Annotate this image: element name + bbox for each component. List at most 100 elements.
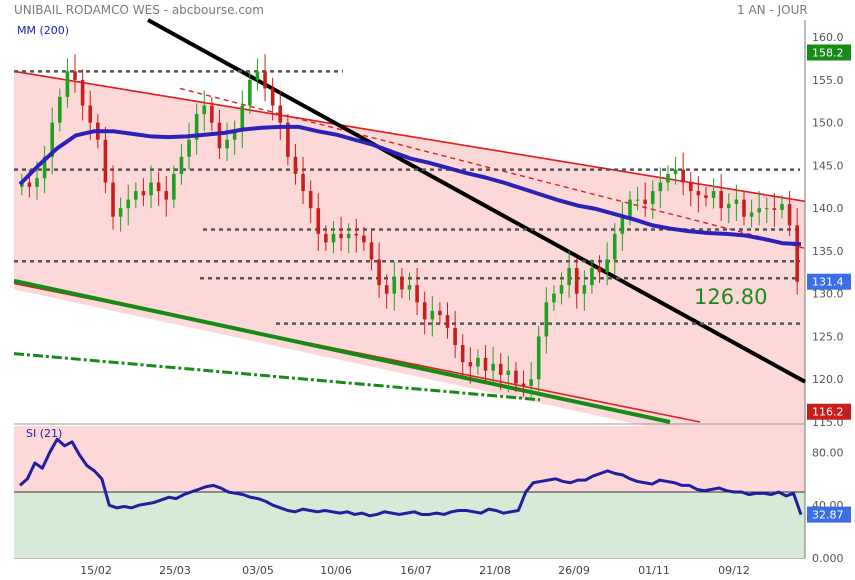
candle-body (73, 71, 77, 80)
candle-body (293, 156, 298, 174)
candle-body (574, 268, 579, 294)
low-price-badge-bg (807, 403, 851, 420)
price-tick-label: 155.0 (812, 74, 844, 87)
candle-body (164, 191, 169, 200)
candle-body (134, 191, 138, 200)
candle-body (80, 79, 85, 106)
candle-body (567, 268, 571, 286)
candle-body (780, 203, 784, 210)
candle-body (248, 79, 252, 106)
candle-body (460, 345, 465, 363)
candle-body (772, 208, 777, 210)
candle-body (392, 276, 397, 294)
trend-channel-fill (14, 71, 805, 461)
candle-body (240, 105, 245, 132)
candle-body (742, 199, 746, 217)
candle-body (734, 199, 739, 204)
candle-body (232, 131, 237, 140)
candle-body (263, 71, 267, 89)
candle-body (711, 191, 716, 198)
candle-body (544, 302, 549, 337)
rsi-value-badge-bg (807, 506, 851, 523)
candle-body (118, 208, 123, 217)
last-price-badge-bg (807, 273, 851, 290)
x-tick-label: 16/07 (400, 564, 432, 577)
price-annotation: 126.80 (694, 285, 767, 309)
support-line-green-dashdot (13, 352, 541, 402)
candle-body (369, 242, 374, 260)
candle-body (194, 114, 199, 140)
candle-body (316, 208, 321, 234)
price-tick-label: 135.0 (812, 245, 844, 258)
candle-body (270, 88, 275, 106)
candle-body (217, 122, 222, 149)
x-tick-label: 25/03 (159, 564, 191, 577)
rsi-tick-label: 0.000 (812, 552, 844, 565)
candle-body (141, 191, 146, 196)
candle-body (628, 199, 632, 217)
candle-body (27, 182, 32, 187)
candle-body (384, 285, 389, 294)
candle-body (498, 363, 503, 375)
candle-body (172, 173, 176, 200)
candle-body (787, 203, 792, 226)
candle-body (688, 182, 693, 192)
candle-body (582, 285, 587, 294)
candle-body (521, 383, 526, 387)
rsi-value-badge: 32.87 (812, 509, 844, 522)
candle-body (514, 370, 518, 384)
candle-body (552, 293, 556, 303)
candle-body (795, 225, 799, 282)
candle-body (331, 233, 336, 243)
candle-body (187, 139, 191, 157)
candle-body (620, 216, 625, 234)
candle-body (362, 235, 366, 243)
candle-body (605, 259, 609, 273)
price-tick-label: 160.0 (812, 31, 844, 44)
candle-body (635, 199, 640, 201)
candle-body (673, 169, 678, 174)
candle-body (202, 105, 207, 115)
support-line-green (13, 278, 671, 424)
candle-body (719, 191, 723, 209)
candle-body (529, 379, 533, 387)
candle-body (149, 182, 153, 196)
candle-body (696, 191, 701, 196)
rsi-line (19, 437, 803, 518)
candle-body (643, 199, 647, 204)
candle-body (346, 233, 351, 239)
x-tick-label: 15/02 (80, 564, 112, 577)
candle-body (156, 182, 161, 192)
candle-body (35, 178, 39, 187)
candle-body (476, 357, 480, 367)
candle-body (749, 212, 754, 217)
candle-body (453, 327, 457, 346)
candle-body (354, 233, 359, 236)
candle-body (278, 105, 283, 123)
candle-body (301, 173, 305, 192)
candle-body (666, 173, 670, 183)
candle-body (179, 156, 184, 174)
x-tick-label: 09/12 (718, 564, 750, 577)
high-price-badge-bg (807, 44, 851, 61)
low-price-badge: 116.2 (812, 406, 844, 419)
rsi-tick-label: 80.00 (812, 446, 844, 459)
candle-body (681, 169, 685, 183)
candle-body (491, 363, 495, 371)
candle-body (430, 310, 435, 320)
candle-body (103, 139, 108, 183)
candle-body (88, 105, 93, 123)
candle-body (415, 285, 419, 303)
period-label: 1 AN - JOUR (737, 3, 808, 17)
candle-body (400, 276, 404, 290)
candle-body (42, 156, 47, 179)
candle-body (764, 208, 769, 210)
channel-mid-dashed (13, 70, 806, 203)
price-tick-label: 150.0 (812, 117, 844, 130)
candle-body (597, 268, 602, 273)
candle-body (483, 357, 488, 371)
candle-body (536, 336, 541, 380)
price-tick-label: 120.0 (812, 373, 844, 386)
candle-body (377, 259, 381, 286)
